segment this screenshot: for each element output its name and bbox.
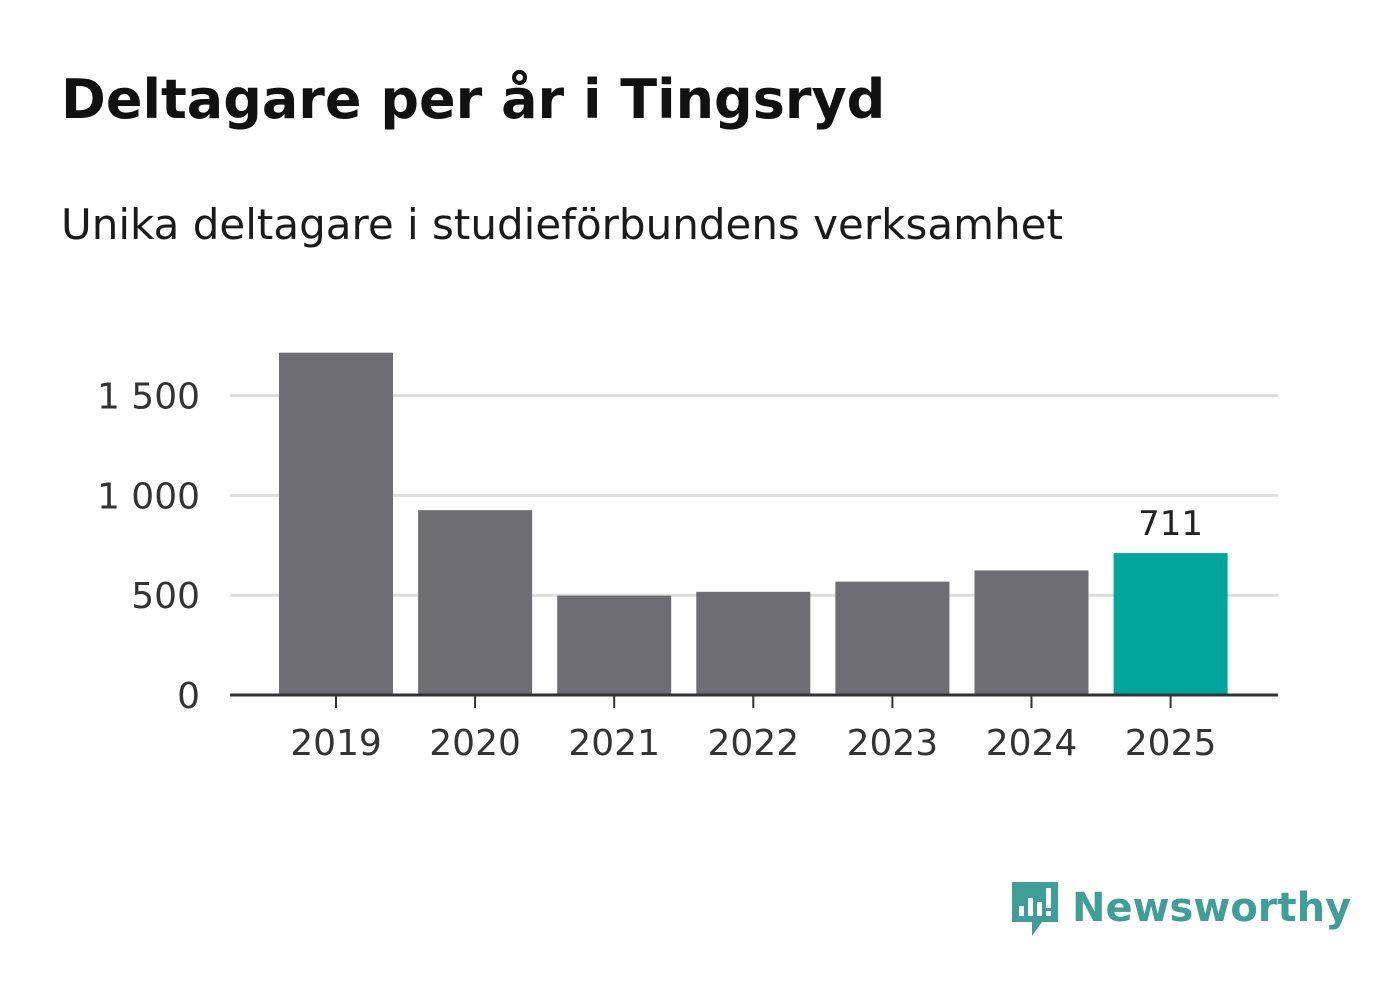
x-tick-label: 2023: [847, 723, 939, 764]
labels: 0 500 1 000 1 500 2019 2020 2021 2022 2023 2024 20…: [97, 377, 1216, 764]
x-tick-label: 2021: [568, 723, 660, 764]
data-label: 711: [1138, 504, 1203, 544]
x-tick-label: 2019: [290, 723, 382, 764]
bar-2024: [974, 570, 1089, 695]
brand-name: Newsworthy: [1072, 885, 1352, 931]
bar-2025: [1113, 553, 1228, 695]
y-tick-label: 0: [177, 676, 200, 717]
newsworthy-logo-icon: [1012, 882, 1058, 936]
x-tick-label: 2025: [1125, 723, 1217, 764]
bar-2019: [279, 352, 393, 695]
y-tick-label: 1 500: [97, 377, 200, 418]
x-tick-label: 2022: [707, 723, 799, 764]
x-axis: [230, 693, 1278, 708]
y-tick-label: 1 000: [97, 476, 200, 517]
y-tick-label: 500: [131, 576, 200, 617]
bar-2020: [418, 510, 533, 695]
brand-logo: Newsworthy: [1010, 878, 1351, 938]
chart-title: Deltagare per år i Tingsryd: [61, 68, 886, 131]
bar-2023: [835, 581, 950, 695]
x-tick-label: 2020: [429, 723, 521, 764]
bar-2021: [557, 595, 672, 695]
bars: [279, 352, 1228, 695]
bar-2022: [696, 591, 811, 695]
x-tick-label: 2024: [986, 723, 1078, 764]
chart-subtitle: Unika deltagare i studieförbundens verks…: [61, 200, 1063, 249]
